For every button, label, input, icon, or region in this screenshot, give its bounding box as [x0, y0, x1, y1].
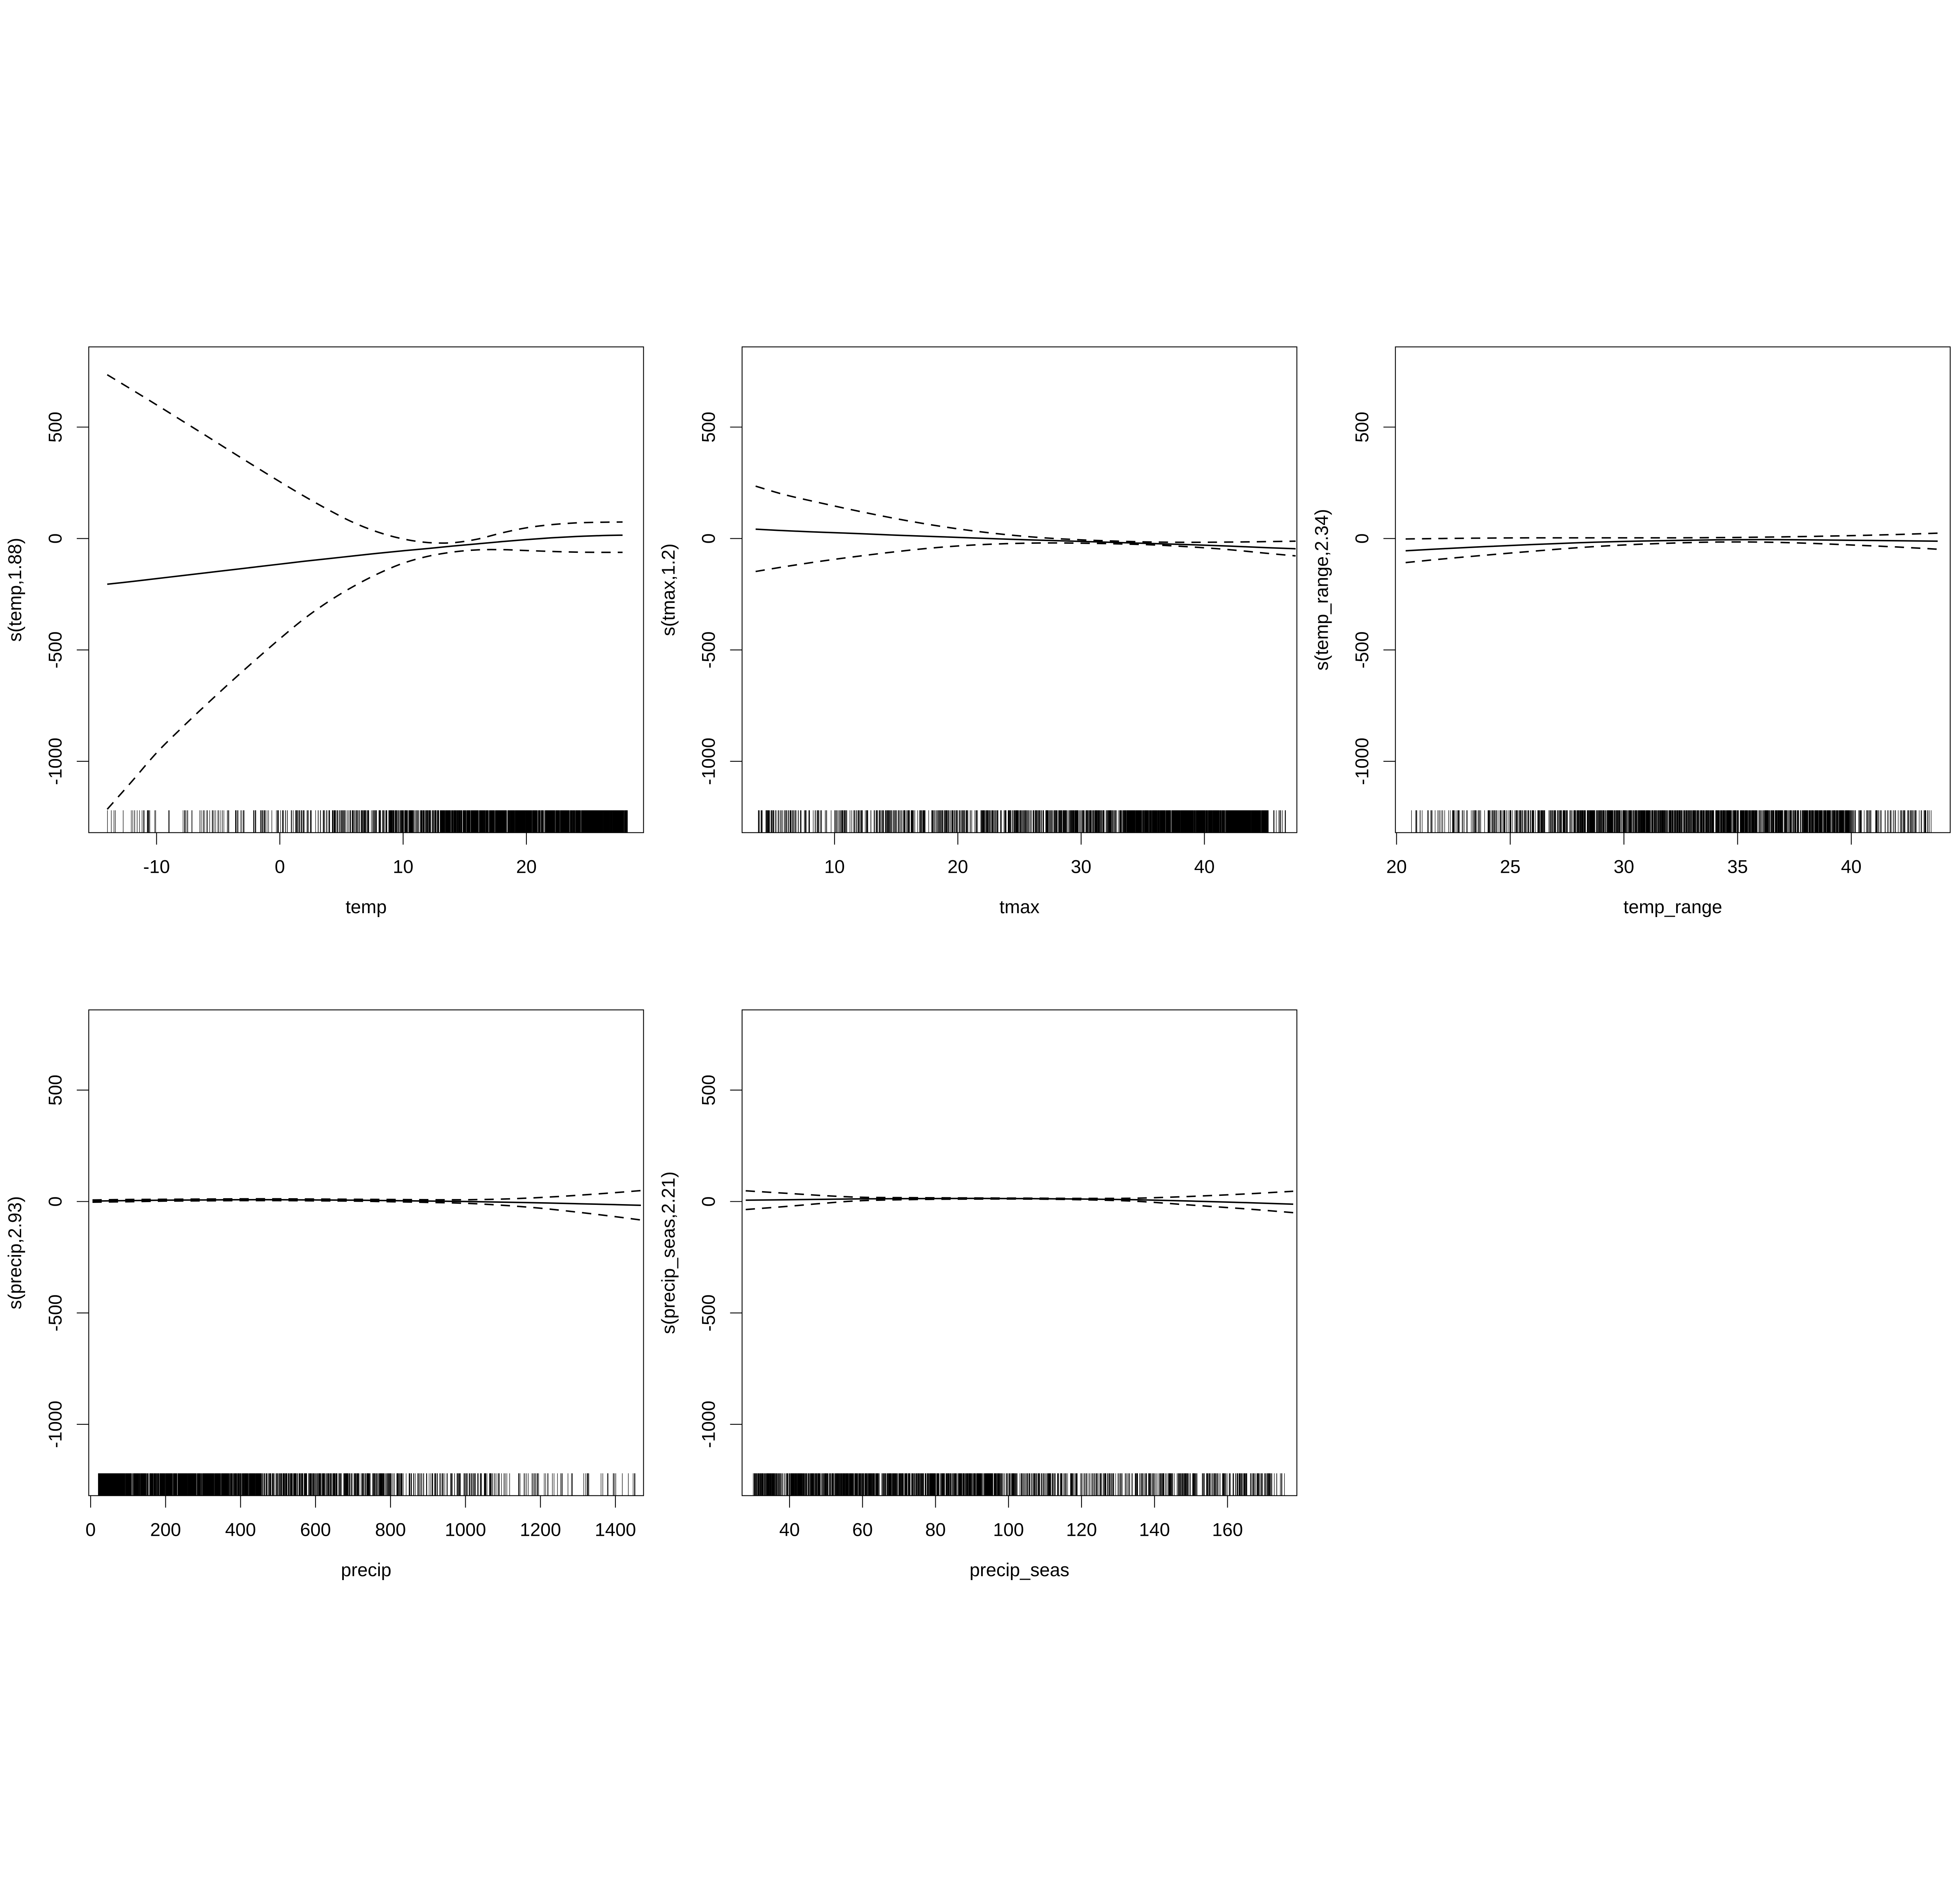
y-axis-title: s(tmax,1.2): [658, 543, 679, 636]
ci-upper-curve: [1405, 532, 1938, 540]
y-axis-title: s(temp,1.88): [5, 538, 25, 642]
y-axis-tick-label: -500: [699, 1294, 719, 1332]
x-axis-tick-label: 40: [779, 1519, 800, 1540]
y-axis-tick-label: 0: [45, 533, 66, 543]
data-rug: [753, 1473, 1285, 1496]
plot-box: [88, 1009, 644, 1496]
y-axis-tick-label: -1000: [699, 1401, 719, 1448]
data-rug: [758, 810, 1286, 833]
data-rug: [107, 810, 628, 833]
panel-tmax: 10 20 30 40 500 0 -500 -1000 tmax s(tmax,1.2): [658, 346, 1298, 917]
plot-box: [88, 346, 644, 833]
fit-curve: [755, 528, 1296, 550]
data-rug: [1411, 810, 1932, 833]
x-axis-tick-label: 20: [947, 856, 968, 877]
x-axis-tick-label: 0: [275, 856, 285, 877]
ci-lower-curve: [1405, 541, 1938, 563]
ci-lower-curve: [92, 1200, 641, 1221]
x-axis-tick-label: 160: [1212, 1519, 1243, 1540]
x-axis-tick-label: 40: [1194, 856, 1215, 877]
fit-curve: [107, 534, 623, 585]
x-axis-tick-label: 140: [1139, 1519, 1170, 1540]
ci-upper-curve: [746, 1190, 1294, 1199]
plot-box: [741, 1009, 1298, 1496]
x-axis-tick-label: 800: [375, 1519, 406, 1540]
plot-box: [741, 346, 1298, 833]
ci-upper-curve: [92, 1190, 641, 1201]
plot-box: [1395, 346, 1951, 833]
panel-precip: 0 200 400 600 800 1000 1200 1400 500 0 -500 -1000 pr…: [5, 1009, 644, 1580]
fit-curve: [746, 1197, 1294, 1205]
y-axis-tick-label: -500: [1352, 631, 1372, 669]
ci-lower-curve: [755, 542, 1296, 572]
x-axis-tick-label: 1200: [520, 1519, 561, 1540]
y-axis-tick-label: 0: [699, 1196, 719, 1206]
x-axis-tick-label: 20: [516, 856, 537, 877]
x-axis-tick-label: 100: [993, 1519, 1024, 1540]
ci-upper-curve: [755, 485, 1296, 543]
x-axis-tick-label: 40: [1841, 856, 1862, 877]
x-axis-tick-label: 600: [300, 1519, 331, 1540]
y-axis-title: s(precip,2.93): [5, 1196, 25, 1310]
y-axis-tick-label: -1000: [45, 1401, 66, 1448]
y-axis-title: s(temp_range,2.34): [1312, 509, 1332, 670]
panel-temp: -10 0 10 20 500 0 -500 -1000 temp s(temp,1.88): [5, 346, 644, 917]
x-axis-title: precip: [341, 1560, 392, 1580]
y-axis-tick-label: 500: [45, 412, 66, 443]
x-axis-tick-label: 20: [1386, 856, 1407, 877]
x-axis-tick-label: 35: [1727, 856, 1748, 877]
fit-curve: [1405, 539, 1938, 552]
x-axis-tick-label: 10: [393, 856, 414, 877]
x-axis-tick-label: 1400: [595, 1519, 636, 1540]
ci-lower-curve: [107, 549, 623, 810]
y-axis-tick-label: 500: [699, 1075, 719, 1106]
x-axis-title: precip_seas: [969, 1560, 1069, 1580]
x-axis-tick-label: 400: [225, 1519, 256, 1540]
x-axis-tick-label: 200: [150, 1519, 181, 1540]
x-axis-title: temp: [346, 897, 387, 917]
panel-temp_range: 20 25 30 35 40 500 0 -500 -1000 temp_range s(temp_…: [1312, 346, 1951, 917]
x-axis-tick-label: 30: [1071, 856, 1092, 877]
y-axis-tick-label: 0: [1352, 533, 1372, 543]
x-axis-tick-label: 120: [1066, 1519, 1097, 1540]
data-rug: [98, 1473, 635, 1496]
y-axis-tick-label: 500: [1352, 412, 1372, 443]
x-axis-title: tmax: [1000, 897, 1040, 917]
y-axis-tick-label: -500: [45, 1294, 66, 1332]
x-axis-tick-label: 1000: [445, 1519, 486, 1540]
x-axis-tick-label: 10: [824, 856, 845, 877]
x-axis-tick-label: 30: [1613, 856, 1634, 877]
y-axis-tick-label: -1000: [699, 738, 719, 785]
x-axis-title: temp_range: [1623, 897, 1722, 917]
x-axis-tick-label: 80: [925, 1519, 946, 1540]
panel-precip_seas: 40 60 80 100 120 140 160 500 0 -500 -1000 precip_se…: [658, 1009, 1298, 1580]
y-axis-tick-label: 0: [45, 1196, 66, 1206]
ci-upper-curve: [107, 374, 623, 544]
x-axis-tick-label: -10: [143, 856, 170, 877]
y-axis-tick-label: -500: [699, 631, 719, 669]
y-axis-tick-label: 0: [699, 533, 719, 543]
x-axis-tick-label: 60: [852, 1519, 873, 1540]
y-axis-tick-label: 500: [699, 412, 719, 443]
y-axis-title: s(precip_seas,2.21): [658, 1172, 679, 1334]
y-axis-tick-label: -1000: [1352, 738, 1372, 785]
x-axis-tick-label: 0: [85, 1519, 96, 1540]
x-axis-tick-label: 25: [1500, 856, 1521, 877]
y-axis-tick-label: 500: [45, 1075, 66, 1106]
y-axis-tick-label: -1000: [45, 738, 66, 785]
y-axis-tick-label: -500: [45, 631, 66, 669]
fit-curve: [92, 1199, 641, 1206]
